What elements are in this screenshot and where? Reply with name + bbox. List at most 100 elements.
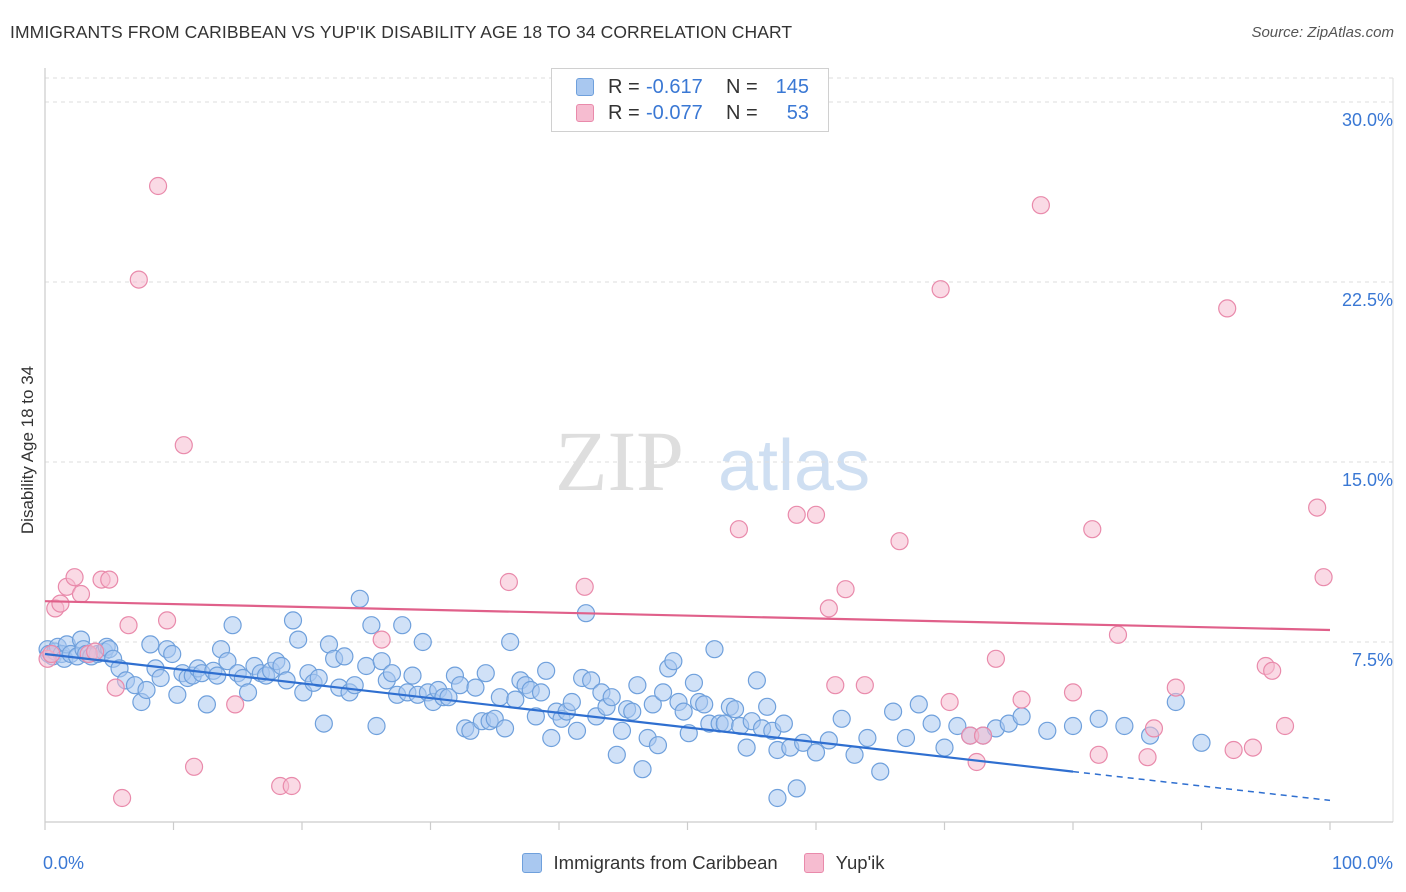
point-caribbean [501, 632, 520, 652]
point-caribbean [283, 611, 303, 630]
point-caribbean [537, 661, 556, 680]
point-caribbean [1089, 709, 1108, 728]
legend-swatch-blue [521, 853, 542, 873]
point-caribbean [883, 702, 903, 721]
point-caribbean [845, 745, 864, 764]
y-tick-label: 7.5% [1352, 650, 1393, 670]
point-yupik [65, 568, 84, 587]
point-caribbean [684, 673, 704, 692]
point-yupik [1144, 719, 1164, 738]
point-yupik [787, 505, 806, 524]
point-yupik [986, 649, 1006, 668]
point-yupik [119, 616, 138, 635]
point-caribbean [289, 630, 308, 649]
point-caribbean [582, 671, 601, 690]
point-caribbean [602, 688, 621, 707]
point-yupik [86, 642, 105, 661]
trendline-caribbean [44, 652, 1074, 773]
point-yupik [826, 676, 845, 695]
legend-item-yupik[interactable]: Yup'ik [803, 852, 884, 874]
point-caribbean [787, 779, 806, 798]
point-yupik [157, 611, 177, 630]
point-yupik [1063, 683, 1083, 702]
point-caribbean [350, 589, 369, 608]
trendline-yupik [44, 600, 1331, 632]
point-caribbean [725, 700, 745, 719]
point-caribbean [490, 688, 509, 707]
point-yupik [372, 630, 391, 649]
point-caribbean [141, 635, 160, 654]
point-caribbean [357, 656, 376, 676]
point-yupik [1108, 625, 1128, 644]
point-yupik [1263, 661, 1282, 680]
point-caribbean [314, 714, 333, 733]
point-yupik [1089, 745, 1108, 764]
point-caribbean [695, 695, 714, 714]
point-caribbean [476, 664, 495, 683]
point-caribbean [653, 683, 673, 702]
point-caribbean [858, 728, 877, 748]
point-yupik [890, 532, 909, 551]
point-caribbean [223, 616, 242, 635]
point-yupik [1308, 498, 1327, 517]
point-caribbean [495, 719, 515, 738]
point-caribbean [935, 738, 954, 757]
point-caribbean [335, 647, 354, 666]
point-caribbean [806, 743, 826, 762]
trend-lines [44, 600, 1331, 802]
point-yupik [1083, 520, 1102, 539]
legend-row-yupik: R = -0.077 N = 53 [576, 100, 809, 126]
point-caribbean [768, 788, 787, 808]
point-caribbean [372, 652, 391, 671]
legend-r-label: R = [608, 101, 640, 124]
legend-n-value: 145 [775, 75, 809, 98]
point-caribbean [607, 745, 626, 764]
point-caribbean [1012, 707, 1031, 726]
point-caribbean [382, 664, 402, 683]
y-tick-label: 30.0% [1342, 110, 1393, 130]
point-caribbean [747, 671, 766, 690]
point-yupik [806, 505, 826, 524]
point-caribbean [562, 692, 581, 712]
point-caribbean [623, 702, 642, 721]
legend-r-value: -0.617 [646, 75, 703, 98]
point-caribbean [393, 616, 412, 635]
watermark-zip: ZIP [555, 413, 684, 509]
point-yupik [51, 594, 70, 613]
point-yupik [836, 580, 855, 599]
point-yupik [819, 599, 838, 618]
point-caribbean [466, 678, 485, 697]
point-yupik [940, 692, 959, 712]
point-caribbean [715, 714, 734, 733]
point-caribbean [208, 666, 227, 685]
y-tick-label: 22.5% [1342, 290, 1393, 310]
source-label: Source: ZipAtlas.com [1251, 24, 1394, 41]
point-caribbean [542, 728, 561, 748]
point-yupik [226, 695, 245, 714]
point-yupik [71, 584, 91, 604]
point-yupik [855, 676, 874, 695]
point-yupik [1138, 748, 1157, 767]
point-caribbean [450, 676, 470, 695]
point-caribbean [367, 716, 386, 736]
point-caribbean [197, 695, 217, 714]
point-caribbean [1115, 716, 1134, 736]
x-tick-label: 100.0% [1332, 853, 1393, 873]
point-yupik [575, 577, 594, 596]
chart-title: IMMIGRANTS FROM CARIBBEAN VS YUP'IK DISA… [10, 22, 793, 42]
point-yupik [129, 270, 148, 289]
point-caribbean [948, 716, 967, 736]
point-yupik [100, 570, 119, 589]
legend-item-caribbean[interactable]: Immigrants from Caribbean [521, 852, 778, 874]
x-tick-label: 0.0% [43, 853, 84, 873]
point-caribbean [871, 762, 890, 781]
point-caribbean [362, 616, 381, 635]
tick-labels: 7.5% 15.0% 22.5% 30.0% 0.0% 100.0% Disability … [18, 110, 1393, 873]
point-caribbean [309, 668, 328, 688]
point-caribbean [403, 666, 422, 685]
point-caribbean [567, 721, 587, 740]
series-legend: Immigrants from Caribbean Yup'ik [0, 852, 1406, 874]
point-yupik [1031, 196, 1050, 215]
watermark-atlas: atlas [718, 426, 870, 506]
point-yupik [1012, 690, 1031, 709]
